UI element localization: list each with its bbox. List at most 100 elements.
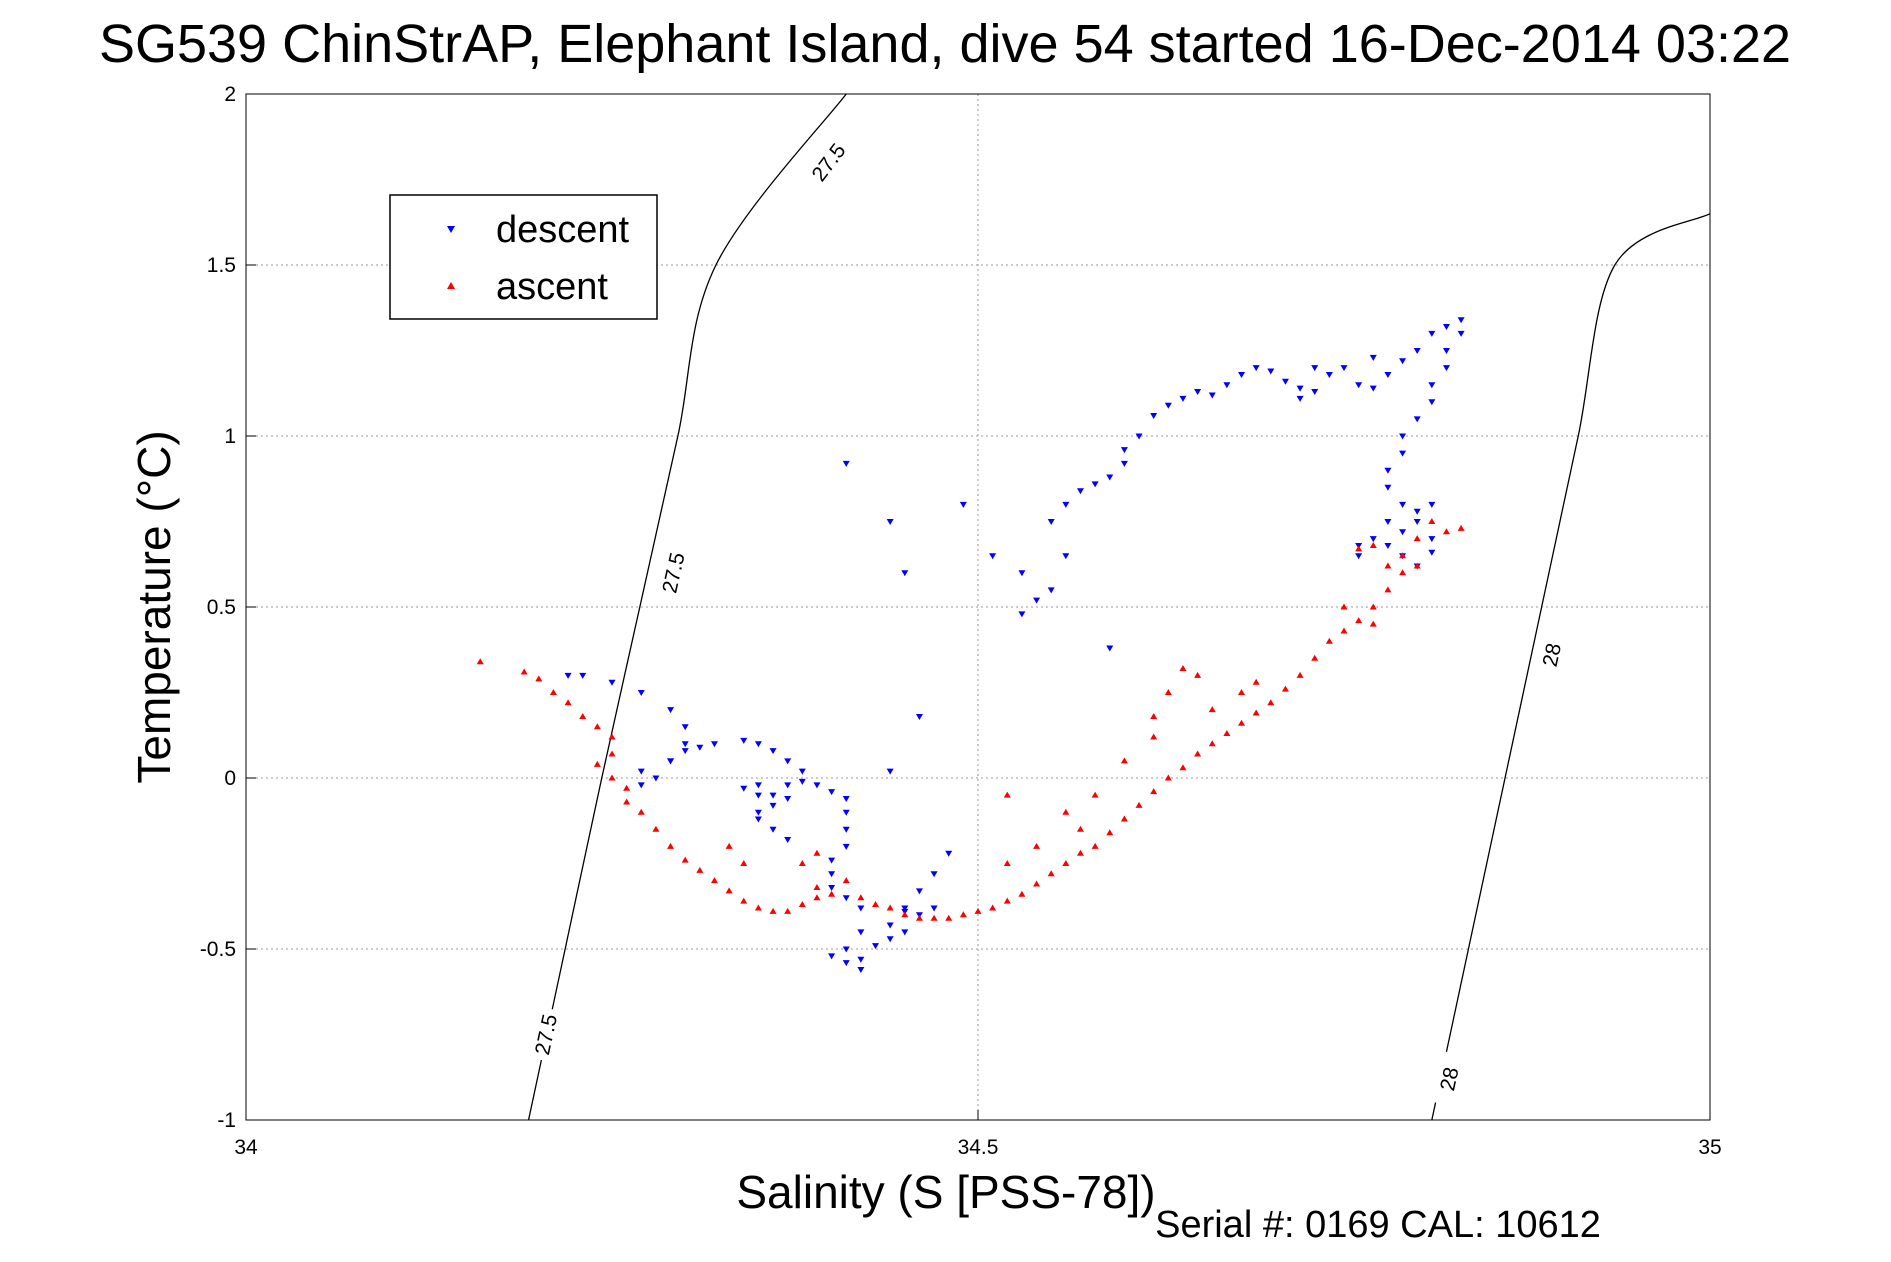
data-point-ascent: [1033, 880, 1041, 887]
data-point-ascent: [989, 904, 997, 911]
legend-marker-descent: [447, 226, 455, 233]
data-point-ascent: [813, 883, 821, 890]
data-point-descent: [667, 707, 675, 714]
data-point-ascent: [1164, 774, 1172, 781]
data-point-descent: [1325, 371, 1333, 378]
data-point-descent: [754, 809, 762, 816]
data-point-descent: [798, 768, 806, 775]
data-point-descent: [813, 782, 821, 789]
data-point-descent: [1296, 395, 1304, 402]
data-point-descent: [828, 884, 836, 891]
data-point-descent: [637, 690, 645, 696]
data-point-ascent: [1033, 842, 1041, 849]
data-point-descent: [1428, 549, 1436, 556]
data-point-ascent: [886, 904, 894, 911]
data-point-ascent: [681, 856, 689, 863]
data-point-ascent: [915, 914, 923, 921]
data-point-descent: [754, 792, 762, 799]
serial-calibration-text: Serial #: 0169 CAL: 10612: [1155, 1204, 1601, 1246]
data-point-descent: [1384, 542, 1392, 549]
data-point-descent: [886, 922, 894, 929]
data-point-descent: [1047, 587, 1055, 594]
data-point-ascent: [725, 887, 733, 894]
data-point-ascent: [1091, 791, 1099, 798]
data-point-ascent: [1238, 719, 1246, 726]
data-point-descent: [637, 768, 645, 775]
contour-label-bg: [1431, 1050, 1468, 1108]
data-point-ascent: [1003, 897, 1011, 904]
data-point-ascent: [1003, 860, 1011, 866]
data-point-ascent: [667, 842, 675, 849]
data-point-ascent: [1384, 562, 1392, 569]
data-point-descent: [828, 871, 836, 878]
data-point-descent: [784, 796, 792, 803]
data-point-descent: [740, 785, 748, 792]
data-point-ascent: [1369, 541, 1377, 548]
data-point-ascent: [1208, 740, 1216, 747]
data-point-descent: [652, 775, 660, 782]
data-point-descent: [769, 792, 777, 799]
data-point-ascent: [1003, 791, 1011, 798]
data-point-descent: [1120, 460, 1128, 467]
data-point-descent: [1428, 501, 1436, 508]
data-point-descent: [1399, 358, 1407, 365]
data-point-ascent: [1311, 654, 1319, 661]
data-point-ascent: [608, 750, 616, 757]
data-point-ascent: [1106, 829, 1114, 836]
data-point-descent: [1355, 382, 1363, 389]
data-point-descent: [681, 748, 689, 755]
data-point-descent: [901, 905, 909, 912]
data-point-ascent: [564, 699, 572, 706]
data-point-descent: [842, 895, 850, 902]
data-point-ascent: [1384, 586, 1392, 593]
data-point-ascent: [1252, 709, 1260, 716]
data-point-descent: [886, 768, 894, 775]
data-point-descent: [1208, 392, 1216, 399]
data-point-descent: [1399, 501, 1407, 508]
data-point-descent: [1238, 371, 1246, 378]
data-point-descent: [667, 758, 675, 765]
data-point-descent: [872, 943, 880, 950]
data-point-ascent: [579, 712, 587, 719]
data-point-ascent: [1091, 842, 1099, 849]
data-point-ascent: [974, 907, 982, 914]
data-point-ascent: [1076, 825, 1084, 832]
data-point-ascent: [520, 668, 528, 675]
data-point-descent: [842, 460, 850, 467]
y-tick-label: 1: [224, 425, 236, 448]
data-point-descent: [857, 956, 865, 963]
data-point-ascent: [945, 914, 953, 921]
y-tick-label: 0.5: [207, 596, 236, 619]
chart-title: SG539 ChinStrAP, Elephant Island, dive 5…: [99, 14, 1791, 74]
data-point-descent: [1384, 371, 1392, 378]
data-point-ascent: [1047, 870, 1055, 877]
y-tick-label: -0.5: [200, 938, 236, 961]
data-point-ascent: [623, 798, 631, 805]
data-point-ascent: [1120, 757, 1128, 764]
data-point-descent: [857, 967, 865, 974]
data-point-descent: [1179, 395, 1187, 402]
contour-label-bg: [802, 133, 855, 191]
data-point-descent: [828, 789, 836, 796]
data-point-descent: [740, 737, 748, 744]
data-point-ascent: [828, 890, 836, 897]
data-point-descent: [784, 758, 792, 765]
x-tick-label: 35: [1698, 1136, 1721, 1159]
data-point-ascent: [1355, 545, 1363, 552]
data-point-ascent: [710, 877, 718, 884]
data-point-descent: [798, 778, 806, 785]
data-point-ascent: [1369, 620, 1377, 627]
data-point-descent: [1106, 645, 1114, 652]
data-point-ascent: [872, 901, 880, 908]
data-point-descent: [1413, 519, 1421, 525]
data-point-ascent: [813, 849, 821, 856]
data-point-descent: [1369, 354, 1377, 361]
data-point-descent: [1106, 474, 1114, 481]
data-point-descent: [842, 809, 850, 816]
data-point-descent: [1033, 597, 1041, 604]
data-point-descent: [1413, 348, 1421, 354]
data-point-ascent: [476, 658, 484, 665]
data-point-ascent: [535, 675, 543, 682]
data-point-descent: [681, 724, 689, 731]
data-point-ascent: [637, 808, 645, 815]
